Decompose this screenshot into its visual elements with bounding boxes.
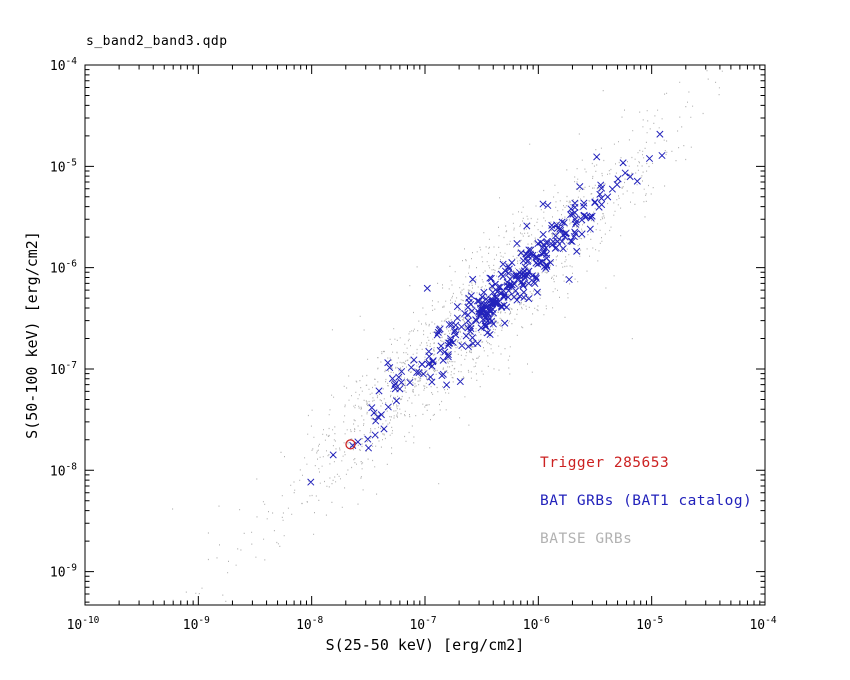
tick-label: 10-10 xyxy=(67,615,100,633)
tick-label: 10-8 xyxy=(50,461,77,479)
axis-ticks xyxy=(84,64,766,605)
y-axis-label: S(50-100 keV) [erg/cm2] xyxy=(23,231,41,439)
tick-label: 10-4 xyxy=(50,56,77,74)
legend-item-bat-grbs: BAT GRBs (BAT1 catalog) xyxy=(540,493,753,509)
plot-frame xyxy=(84,64,766,606)
trigger-marker xyxy=(345,439,356,450)
tick-label: 10-7 xyxy=(50,360,77,378)
legend-item-trigger: Trigger 285653 xyxy=(540,455,670,471)
tick-label: 10-4 xyxy=(749,615,776,633)
legend-item-batse-grbs: BATSE GRBs xyxy=(540,531,633,547)
bat-points xyxy=(307,130,666,486)
tick-label: 10-5 xyxy=(636,615,663,633)
plot-title: s_band2_band3.qdp xyxy=(86,34,228,49)
tick-label: 10-8 xyxy=(296,615,323,633)
tick-label: 10-9 xyxy=(50,563,77,581)
tick-label: 10-5 xyxy=(50,157,77,175)
tick-label: 10-9 xyxy=(183,615,210,633)
tick-label: 10-7 xyxy=(409,615,436,633)
tick-label: 10-6 xyxy=(50,259,77,277)
x-axis-label: S(25-50 keV) [erg/cm2] xyxy=(325,636,525,654)
tick-label: 10-6 xyxy=(523,615,550,633)
